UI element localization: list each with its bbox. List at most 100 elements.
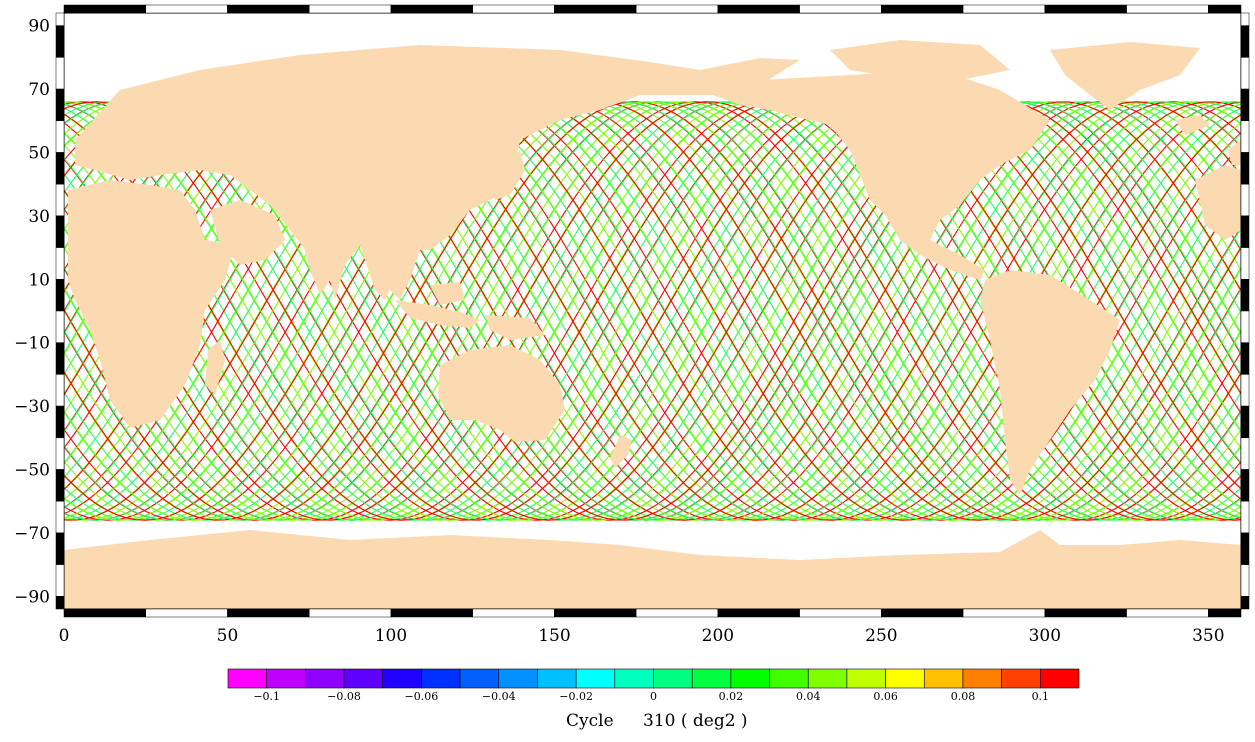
satellite-track — [64, 101, 1241, 521]
border-segment-top — [799, 4, 882, 14]
satellite-track — [64, 101, 1241, 521]
colorbar-label: −0.04 — [482, 690, 516, 703]
border-segment-right — [1240, 12, 1250, 26]
y-tick-label: −70 — [14, 524, 50, 544]
caption-cycle-label: Cycle — [566, 711, 614, 731]
satellite-track — [64, 101, 1241, 521]
satellite-track — [64, 101, 1241, 521]
caption-cycle-value: 310 ( deg2 ) — [643, 711, 748, 731]
colorbar-swatch — [266, 668, 306, 689]
x-tick-label: 150 — [538, 626, 570, 646]
border-segment-right — [1240, 500, 1250, 534]
x-tick-label: 300 — [1029, 626, 1061, 646]
colorbar-swatch — [885, 668, 925, 689]
satellite-track — [64, 101, 1241, 521]
colorbar-swatch — [575, 668, 616, 689]
x-tick-label: 250 — [865, 626, 897, 646]
border-segment-right — [1240, 88, 1250, 122]
satellite-track — [64, 101, 1241, 521]
satellite-track — [64, 101, 1241, 521]
border-segment-top — [962, 4, 1046, 14]
landmasses — [64, 40, 1241, 609]
border-segment-left — [55, 564, 65, 597]
border-segment-bottom — [554, 608, 637, 618]
border-segment-right — [1240, 183, 1250, 217]
border-segment-right — [1240, 152, 1250, 185]
colorbar-label: 0.04 — [796, 690, 821, 703]
eurasia-land — [75, 45, 800, 300]
africa-land — [68, 180, 235, 428]
border-segment-right — [1240, 279, 1250, 312]
border-segment-top — [881, 4, 964, 14]
y-tick-label: −90 — [14, 587, 50, 607]
border-segment-top — [472, 4, 555, 14]
border-segment-left — [55, 12, 65, 26]
colorbar-swatch — [923, 668, 964, 689]
satellite-track — [64, 101, 1241, 521]
colorbar-label: −0.1 — [253, 690, 280, 703]
satellite-track — [64, 101, 1241, 521]
madagascar-land — [205, 340, 225, 395]
satellite-track — [64, 101, 1241, 521]
border-segment-right — [1240, 120, 1250, 153]
x-tick-label: 350 — [1192, 626, 1224, 646]
colorbar-swatch — [1001, 668, 1041, 689]
japan-land — [495, 150, 525, 200]
y-tick-label: −10 — [14, 334, 50, 354]
x-tick-label: 100 — [375, 626, 407, 646]
border-segment-top — [390, 4, 473, 14]
x-tick-label: 0 — [59, 626, 70, 646]
iceland-land — [1175, 115, 1210, 135]
border-segment-left — [55, 500, 65, 534]
border-segment-top — [717, 4, 800, 14]
border-segment-right — [1240, 374, 1250, 407]
satellite-track — [64, 101, 1241, 521]
india-land — [300, 225, 345, 295]
colorbar-swatch — [227, 668, 267, 689]
border-segment-right — [1240, 247, 1250, 280]
antarctica-land — [64, 530, 1241, 609]
satellite-track — [64, 101, 1241, 521]
colorbar-swatch — [305, 668, 345, 689]
arctic-islands-land — [830, 40, 1010, 80]
colorbar-labels: −0.1 −0.08 −0.06 −0.04 −0.02 0 0.02 0.04 0.06 0.0… — [253, 690, 1049, 703]
border-segment-left — [55, 88, 65, 122]
y-tick-label: 70 — [28, 80, 50, 100]
border-segment-left — [55, 25, 65, 58]
uk-land — [1228, 140, 1241, 165]
x-axis-ticks: 0 50 100 150 200 250 300 350 — [59, 626, 1225, 646]
borneo-land — [430, 282, 465, 305]
colorbar-swatch — [1040, 668, 1080, 689]
colorbar-swatch — [614, 668, 654, 689]
satellite-track — [64, 101, 1241, 521]
border-segment-bottom — [962, 608, 1046, 618]
border-segment-left — [55, 437, 65, 470]
colorbar-swatch — [653, 668, 693, 689]
border-segment-top — [635, 4, 719, 14]
indonesia-land — [395, 300, 480, 328]
satellite-track — [64, 101, 1241, 521]
border-segment-bottom — [1208, 608, 1242, 618]
satellite-track — [64, 101, 1241, 521]
new-guinea-land — [485, 315, 545, 340]
border-segment-top — [63, 4, 146, 14]
colorbar-swatch — [846, 668, 886, 689]
satellite-track — [64, 101, 1241, 521]
border-segment-right — [1240, 25, 1250, 58]
colorbar-swatch — [537, 668, 577, 689]
colorbar-swatch — [962, 668, 1002, 689]
colorbar-label: 0.06 — [873, 690, 898, 703]
colorbar-label: 0 — [650, 690, 657, 703]
border-segment-right — [1240, 342, 1250, 375]
y-tick-label: −50 — [14, 461, 50, 481]
satellite-track — [64, 101, 1241, 521]
border-segment-right — [1240, 405, 1250, 439]
border-segment-top — [1208, 4, 1242, 14]
border-segment-top — [227, 4, 310, 14]
border-segment-left — [55, 374, 65, 407]
border-segment-top — [554, 4, 637, 14]
border-segment-bottom — [717, 608, 800, 618]
border-segment-top — [1126, 4, 1209, 14]
satellite-track — [64, 101, 1241, 521]
border-segment-bottom — [1044, 608, 1127, 618]
